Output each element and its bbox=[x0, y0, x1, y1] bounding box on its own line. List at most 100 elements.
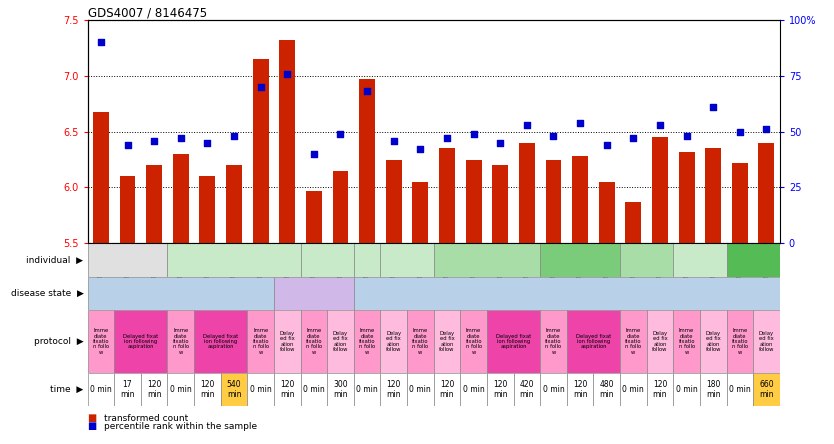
Text: 0 min: 0 min bbox=[303, 385, 324, 394]
Bar bbox=[599, 182, 615, 243]
Bar bbox=[300, 310, 327, 373]
Bar bbox=[88, 310, 114, 373]
Point bbox=[547, 133, 560, 140]
Bar bbox=[88, 243, 168, 277]
Text: 0 min: 0 min bbox=[90, 385, 112, 394]
Text: 420
min: 420 min bbox=[520, 380, 534, 399]
Bar bbox=[487, 310, 540, 373]
Text: Delay
ed fix
ation
follow: Delay ed fix ation follow bbox=[279, 331, 295, 352]
Bar bbox=[626, 202, 641, 243]
Bar bbox=[333, 170, 349, 243]
Text: 120
min: 120 min bbox=[200, 380, 214, 399]
Bar bbox=[274, 277, 354, 310]
Bar bbox=[221, 373, 248, 406]
Bar bbox=[572, 156, 588, 243]
Text: GDS4007 / 8146475: GDS4007 / 8146475 bbox=[88, 7, 207, 20]
Bar bbox=[300, 373, 327, 406]
Bar bbox=[279, 40, 295, 243]
Point bbox=[360, 88, 374, 95]
Text: time  ▶: time ▶ bbox=[50, 385, 83, 394]
Text: 660
min: 660 min bbox=[759, 380, 774, 399]
Point bbox=[228, 133, 241, 140]
Bar bbox=[700, 310, 726, 373]
Bar bbox=[141, 373, 168, 406]
Text: Imme
diate
fixatio
n follo
w: Imme diate fixatio n follo w bbox=[731, 328, 748, 355]
Bar bbox=[168, 243, 300, 277]
Bar bbox=[354, 373, 380, 406]
Bar bbox=[540, 373, 567, 406]
Bar bbox=[753, 310, 780, 373]
Bar bbox=[380, 243, 434, 277]
Text: Delay
ed fix
ation
follow: Delay ed fix ation follow bbox=[706, 331, 721, 352]
Bar bbox=[434, 310, 460, 373]
Bar bbox=[88, 277, 274, 310]
Text: 0 min: 0 min bbox=[356, 385, 378, 394]
Bar bbox=[407, 310, 434, 373]
Bar bbox=[439, 148, 455, 243]
Text: 300
min: 300 min bbox=[334, 380, 348, 399]
Text: Imme
diate
fixatio
n follo
w: Imme diate fixatio n follo w bbox=[678, 328, 695, 355]
Bar bbox=[407, 373, 434, 406]
Bar bbox=[567, 310, 620, 373]
Text: Imme
diate
fixatio
n follo
w: Imme diate fixatio n follo w bbox=[626, 328, 641, 355]
Text: Imme
diate
fixatio
n follo
w: Imme diate fixatio n follo w bbox=[305, 328, 322, 355]
Text: 0 min: 0 min bbox=[729, 385, 751, 394]
Bar bbox=[726, 373, 753, 406]
Point bbox=[174, 135, 188, 142]
Bar bbox=[93, 111, 109, 243]
Bar bbox=[359, 79, 375, 243]
Bar bbox=[487, 373, 514, 406]
Point bbox=[706, 103, 720, 111]
Bar bbox=[327, 310, 354, 373]
Bar bbox=[679, 152, 695, 243]
Bar bbox=[594, 373, 620, 406]
Point bbox=[574, 119, 587, 126]
Bar bbox=[248, 373, 274, 406]
Bar bbox=[354, 243, 380, 277]
Bar bbox=[753, 373, 780, 406]
Bar bbox=[726, 310, 753, 373]
Text: individual  ▶: individual ▶ bbox=[27, 255, 83, 265]
Bar bbox=[88, 373, 114, 406]
Text: protocol  ▶: protocol ▶ bbox=[33, 337, 83, 346]
Bar bbox=[354, 310, 380, 373]
Bar bbox=[306, 191, 322, 243]
Bar bbox=[620, 373, 646, 406]
Bar bbox=[540, 243, 620, 277]
Bar bbox=[199, 176, 215, 243]
Text: 0 min: 0 min bbox=[170, 385, 192, 394]
Text: Delay
ed fix
ation
follow: Delay ed fix ation follow bbox=[333, 331, 348, 352]
Text: Delay
ed fix
ation
follow: Delay ed fix ation follow bbox=[386, 331, 401, 352]
Text: 0 min: 0 min bbox=[463, 385, 485, 394]
Text: 0 min: 0 min bbox=[622, 385, 644, 394]
Text: 17
min: 17 min bbox=[120, 380, 135, 399]
Text: ■: ■ bbox=[88, 421, 97, 431]
Bar bbox=[114, 373, 141, 406]
Bar bbox=[673, 310, 700, 373]
Bar bbox=[194, 373, 221, 406]
Text: 0 min: 0 min bbox=[676, 385, 697, 394]
Point bbox=[334, 130, 347, 137]
Text: Imme
diate
fixatio
n follo
w: Imme diate fixatio n follo w bbox=[173, 328, 189, 355]
Bar bbox=[540, 310, 567, 373]
Text: percentile rank within the sample: percentile rank within the sample bbox=[104, 422, 258, 431]
Text: Imme
diate
fixatio
n follo
w: Imme diate fixatio n follo w bbox=[412, 328, 429, 355]
Text: 180
min: 180 min bbox=[706, 380, 721, 399]
Bar bbox=[726, 243, 780, 277]
Text: 540
min: 540 min bbox=[227, 380, 241, 399]
Text: Delayed fixat
ion following
aspiration: Delayed fixat ion following aspiration bbox=[203, 333, 239, 349]
Text: Delay
ed fix
ation
follow: Delay ed fix ation follow bbox=[440, 331, 455, 352]
Bar bbox=[354, 277, 780, 310]
Text: Imme
diate
fixatio
n follo
w: Imme diate fixatio n follo w bbox=[359, 328, 375, 355]
Bar bbox=[545, 159, 561, 243]
Bar bbox=[146, 165, 162, 243]
Bar bbox=[652, 137, 668, 243]
Bar bbox=[514, 373, 540, 406]
Point bbox=[414, 146, 427, 153]
Bar bbox=[465, 159, 481, 243]
Bar bbox=[327, 373, 354, 406]
Point bbox=[760, 126, 773, 133]
Text: 120
min: 120 min bbox=[147, 380, 162, 399]
Point bbox=[280, 70, 294, 77]
Text: 0 min: 0 min bbox=[543, 385, 565, 394]
